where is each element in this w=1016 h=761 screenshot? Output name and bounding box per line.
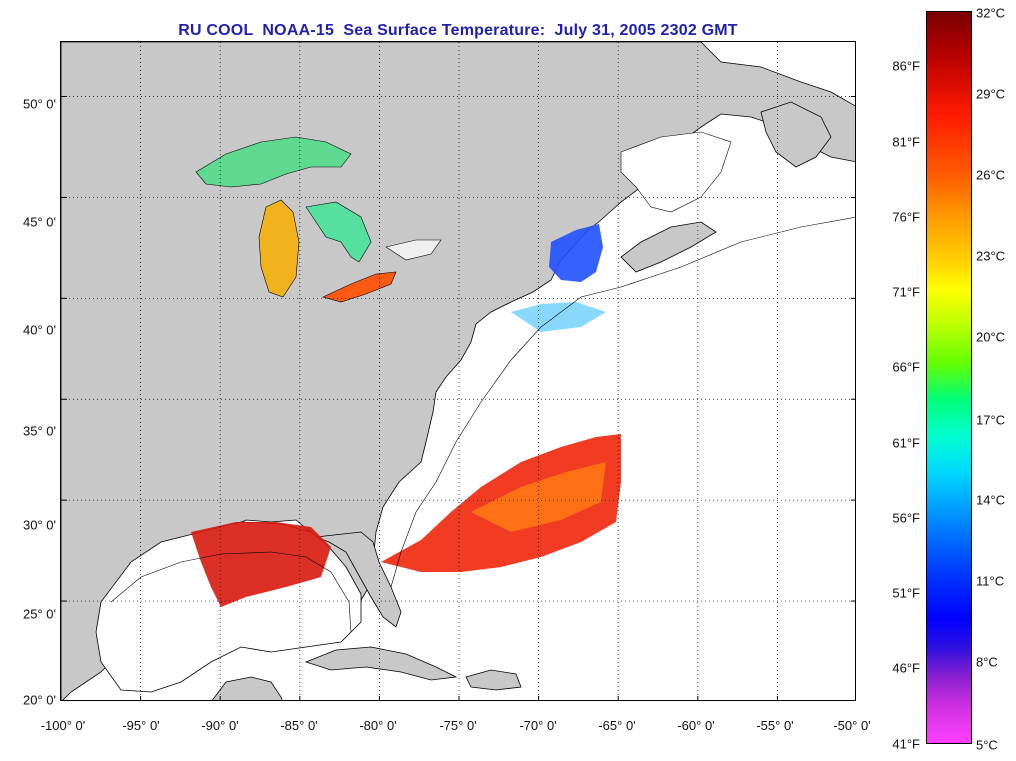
- gulf-contour-600ft: [110, 551, 352, 633]
- land-florida: [315, 531, 402, 628]
- lake-superior: [195, 136, 352, 188]
- colorbar-celsius-label: 17°C: [976, 412, 1006, 428]
- colorbar-fahrenheit-label: 86°F: [892, 58, 920, 74]
- lake-huron: [305, 201, 372, 263]
- lon-tick-label: -65° 0': [598, 718, 636, 733]
- atlantic-warm-core: [471, 462, 606, 532]
- temperature-colorbar: [926, 11, 972, 744]
- map-title: RU COOL NOAA-15 Sea Surface Temperature:…: [178, 22, 738, 39]
- land-yucatan: [212, 676, 283, 700]
- colorbar-celsius-label: 8°C: [976, 654, 998, 670]
- gulf-of-mexico-warm: [191, 522, 331, 607]
- lon-tick-label: -80° 0': [359, 718, 397, 733]
- colorbar-fahrenheit-label: 51°F: [892, 585, 920, 601]
- lon-tick-label: -75° 0': [439, 718, 477, 733]
- lon-tick-label: -70° 0': [519, 718, 557, 733]
- lake-michigan: [258, 199, 300, 298]
- depth-contour-600ft: [390, 217, 855, 588]
- colorbar-celsius-label: 14°C: [976, 492, 1006, 508]
- lat-tick-label: 20° 0': [23, 692, 56, 708]
- lat-tick-label: 50° 0': [23, 96, 56, 112]
- colorbar-celsius-label: 5°C: [976, 737, 998, 753]
- lon-tick-label: -50° 0': [833, 718, 871, 733]
- colorbar-celsius-label: 32°C: [976, 5, 1006, 21]
- map-canvas: [61, 42, 855, 700]
- land-cuba: [304, 646, 458, 681]
- lat-tick-label: 35° 0': [23, 423, 56, 439]
- colorbar-fahrenheit-label: 66°F: [892, 359, 920, 375]
- colorbar-celsius-label: 11°C: [976, 573, 1005, 589]
- lat-tick-label: 30° 0': [23, 517, 56, 533]
- lat-tick-label: 40° 0': [23, 322, 56, 338]
- colorbar-fahrenheit-label: 56°F: [892, 510, 920, 526]
- lon-tick-label: -90° 0': [201, 718, 239, 733]
- lon-tick-label: -95° 0': [122, 718, 160, 733]
- gulf-of-st-lawrence: [620, 131, 732, 213]
- colorbar-fahrenheit-label: 61°F: [892, 435, 920, 451]
- colorbar-fahrenheit-label: 81°F: [892, 134, 920, 150]
- sst-map[interactable]: [60, 41, 856, 701]
- lake-erie: [322, 271, 397, 303]
- atlantic-cool-shelf: [511, 302, 606, 332]
- colorbar-celsius-label: 23°C: [976, 248, 1006, 264]
- colorbar-celsius-label: 29°C: [976, 86, 1006, 102]
- colorbar-fahrenheit-label: 76°F: [892, 209, 920, 225]
- colorbar-fahrenheit-label: 41°F: [892, 736, 920, 752]
- lon-tick-label: -100° 0': [40, 718, 86, 733]
- lat-tick-label: 25° 0': [23, 606, 56, 622]
- colorbar-celsius-label: 26°C: [976, 167, 1006, 183]
- land-newfoundland: [760, 101, 832, 168]
- lon-tick-label: -85° 0': [280, 718, 318, 733]
- lat-tick-label: 45° 0': [23, 214, 56, 230]
- colorbar-fahrenheit-label: 71°F: [892, 284, 920, 300]
- colorbar-celsius-label: 20°C: [976, 329, 1006, 345]
- gulf-of-maine: [549, 224, 603, 282]
- lon-tick-label: -60° 0': [677, 718, 715, 733]
- colorbar-fahrenheit-label: 46°F: [892, 660, 920, 676]
- lon-tick-label: -55° 0': [756, 718, 794, 733]
- land-hispaniola: [465, 669, 522, 691]
- lake-ontario: [385, 239, 442, 261]
- land-nova-scotia: [620, 221, 717, 273]
